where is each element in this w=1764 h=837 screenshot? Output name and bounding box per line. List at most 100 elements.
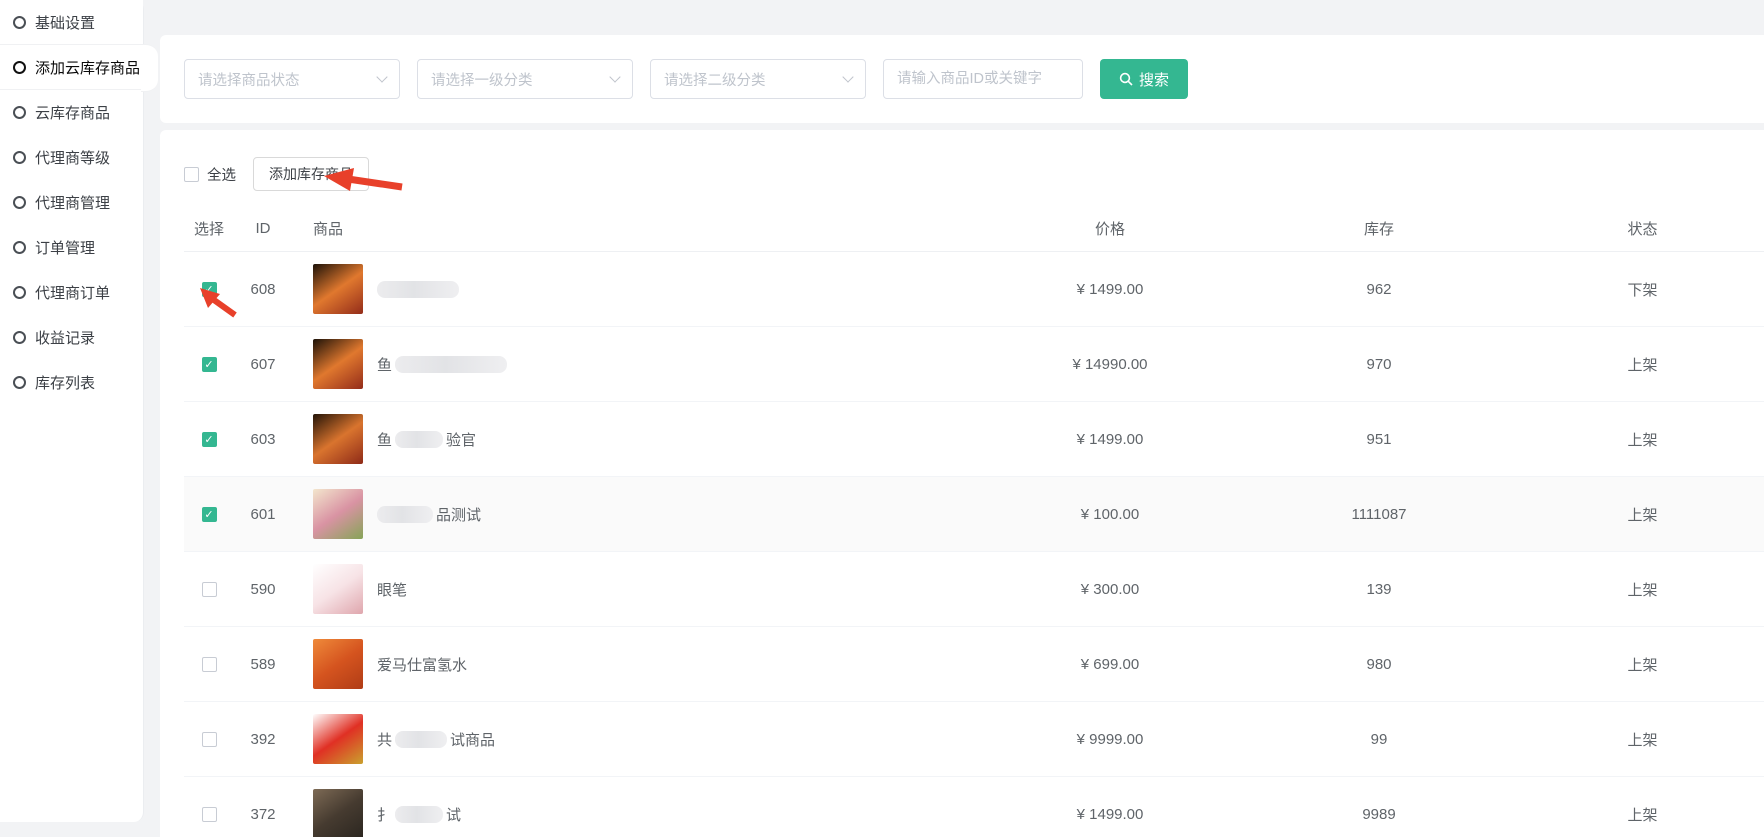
product-name-text: 爱马仕富氢水 [377, 656, 468, 674]
product-cell: 品测试 [292, 489, 975, 539]
select-all-checkbox[interactable] [184, 166, 199, 182]
circle-bullet-icon [13, 376, 26, 389]
row-607-checkbox[interactable]: ✓ [201, 356, 217, 372]
table-row: 589 爱马仕富氢水 ¥ 699.00 980 上架 [184, 627, 1764, 702]
circle-bullet-icon [13, 331, 26, 344]
censored-name-block [395, 805, 444, 823]
product-id: 603 [250, 430, 276, 448]
table-row: ✓ 603 鱼 验官 ¥ 1499.00 951 上架 [184, 402, 1764, 477]
column-header-stock: 库存 [1363, 221, 1394, 238]
product-name: 鱼 [377, 354, 508, 375]
product-cell: 眼笔 [292, 564, 975, 614]
search-icon [1119, 72, 1133, 86]
product-id: 392 [250, 730, 276, 748]
row-select-cell [184, 581, 234, 597]
product-image [313, 564, 363, 614]
column-header-select: 选择 [193, 221, 224, 238]
product-id: 608 [250, 280, 276, 298]
product-name: 扌试 [377, 804, 461, 825]
censored-name-block [377, 280, 459, 298]
product-image [313, 789, 363, 837]
product-status: 上架 [1627, 506, 1658, 524]
product-price: ¥ 699.00 [1080, 655, 1140, 673]
product-image [313, 414, 363, 464]
row-select-cell: ✓ [184, 356, 234, 372]
column-header-id: ID [255, 220, 271, 237]
table-body: ✓ 608 ¥ 1499.00 962 下架 ✓ 607 鱼 ¥ 14990.00 970 上架 ✓ 6… [184, 252, 1764, 837]
sidebar-nav: 基础设置添加云库存商品 云库存商品代理商等级 代理商管理 订单管理代理商订单收益记录库… [0, 0, 158, 822]
row-603-checkbox[interactable]: ✓ [201, 431, 217, 447]
table-toolbar: 全选 添加库存商品 [184, 156, 1764, 192]
product-price: ¥ 100.00 [1080, 505, 1140, 523]
product-cell: 鱼 [292, 339, 975, 389]
product-id: 607 [250, 355, 276, 373]
product-name: 品测试 [377, 504, 481, 525]
sidebar-item-agent-management[interactable]: 代理商管理 [0, 180, 143, 225]
sidebar-item-label: 代理商订单 [35, 285, 111, 302]
category-level1-placeholder: 请选择一级分类 [431, 72, 533, 89]
add-stock-product-button[interactable]: 添加库存商品 [253, 157, 369, 191]
sidebar-item-add-cloud-stock-product[interactable]: 添加云库存商品 [0, 44, 158, 92]
category-level2-select[interactable]: 请选择二级分类 [650, 59, 866, 99]
censored-name-block [395, 355, 508, 373]
product-price: ¥ 1499.00 [1076, 280, 1144, 298]
row-select-cell [184, 731, 234, 747]
row-select-cell: ✓ [184, 506, 234, 522]
category-level1-select[interactable]: 请选择一级分类 [417, 59, 633, 99]
product-price: ¥ 1499.00 [1076, 805, 1144, 823]
product-cell: 鱼 验官 [292, 414, 975, 464]
product-status-placeholder: 请选择商品状态 [198, 72, 300, 89]
product-status: 上架 [1627, 656, 1658, 674]
row-select-cell: ✓ [184, 281, 234, 297]
table-row: ✓ 601 品测试 ¥ 100.00 1111087 上架 [184, 477, 1764, 552]
product-image [313, 339, 363, 389]
row-590-checkbox[interactable] [201, 581, 217, 597]
sidebar-item-label: 库存列表 [35, 375, 96, 392]
keyword-input[interactable] [883, 59, 1083, 99]
sidebar-item-stock-list[interactable]: 库存列表 [0, 360, 143, 405]
circle-bullet-icon [13, 151, 26, 164]
row-select-cell [184, 656, 234, 672]
search-button[interactable]: 搜索 [1100, 59, 1188, 99]
product-image [313, 714, 363, 764]
chevron-down-icon [376, 71, 388, 83]
sidebar-item-label: 收益记录 [35, 330, 96, 347]
sidebar-item-agent-orders[interactable]: 代理商订单 [0, 270, 143, 315]
sidebar-item-label: 基础设置 [35, 14, 96, 32]
sidebar-item-basic-settings[interactable]: 基础设置 [0, 0, 143, 45]
circle-bullet-icon [13, 241, 26, 254]
sidebar-item-label: 云库存商品 [35, 105, 111, 122]
product-status-select[interactable]: 请选择商品状态 [184, 59, 400, 99]
product-status: 上架 [1627, 806, 1658, 824]
product-name-text: 鱼 [377, 356, 393, 374]
product-name: 爱马仕富氢水 [377, 654, 467, 675]
row-392-checkbox[interactable] [201, 731, 217, 747]
product-name-text: 试商品 [450, 731, 496, 749]
table-row: 392 共 试商品 ¥ 9999.00 99 上架 [184, 702, 1764, 777]
product-cell: 扌试 [292, 789, 975, 837]
product-name: 共 试商品 [377, 729, 495, 750]
row-select-cell: ✓ [184, 431, 234, 447]
product-table-card: 全选 添加库存商品 选择 ID 商品 价格 库存 状态 ✓ 608 ¥ 1499.0… [160, 130, 1764, 837]
product-cell: 爱马仕富氢水 [292, 639, 975, 689]
sidebar-item-agent-levels[interactable]: 代理商等级 [0, 135, 143, 180]
row-608-checkbox[interactable]: ✓ [201, 281, 217, 297]
product-name-text: 眼笔 [377, 581, 408, 599]
table-row: 590 眼笔 ¥ 300.00 139 上架 [184, 552, 1764, 627]
sidebar-item-label: 添加云库存商品 [35, 59, 141, 77]
row-589-checkbox[interactable] [201, 656, 217, 672]
table-row: ✓ 607 鱼 ¥ 14990.00 970 上架 [184, 327, 1764, 402]
product-image [313, 489, 363, 539]
product-stock: 9989 [1362, 805, 1396, 823]
censored-name-block [395, 430, 444, 448]
product-name: 鱼 验官 [377, 429, 476, 450]
sidebar-item-order-management[interactable]: 订单管理 [0, 225, 143, 270]
row-372-checkbox[interactable] [201, 806, 217, 822]
row-601-checkbox[interactable]: ✓ [201, 506, 217, 522]
table-header-row: 选择 ID 商品 价格 库存 状态 [184, 206, 1764, 252]
sidebar-item-earnings-records[interactable]: 收益记录 [0, 315, 143, 360]
product-stock: 962 [1366, 280, 1392, 298]
sidebar-item-cloud-stock-products[interactable]: 云库存商品 [0, 90, 143, 135]
category-level2-placeholder: 请选择二级分类 [664, 72, 766, 89]
product-price: ¥ 9999.00 [1076, 730, 1144, 748]
